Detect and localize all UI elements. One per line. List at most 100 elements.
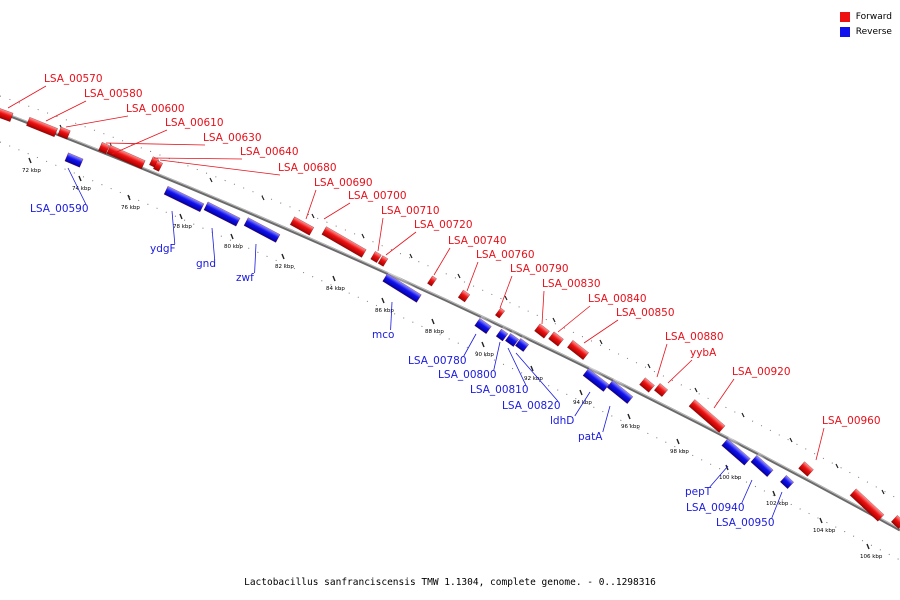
leader-line bbox=[211, 227, 215, 260]
leader-line bbox=[771, 491, 783, 519]
gene-label-lsa-00840: LSA_00840 bbox=[588, 293, 647, 305]
gene-lsa-00720 bbox=[377, 253, 390, 267]
leader-line bbox=[159, 159, 281, 176]
tick-label: 72 kbp bbox=[22, 168, 41, 174]
gene-label-lsa-00630: LSA_00630 bbox=[203, 132, 262, 144]
gene-label-lsa-00940: LSA_00940 bbox=[686, 502, 745, 514]
leader-line bbox=[433, 247, 451, 276]
minor-tick bbox=[789, 437, 793, 443]
tick-mark bbox=[332, 275, 336, 282]
tick-mark bbox=[179, 213, 183, 220]
minor-tick bbox=[209, 177, 213, 183]
gene-lsa-00880 bbox=[639, 375, 657, 393]
leader-line bbox=[171, 210, 176, 245]
tick-mark bbox=[481, 341, 485, 348]
gene-lsa-00800 bbox=[495, 326, 510, 342]
minor-tick bbox=[504, 295, 508, 301]
leader-line bbox=[667, 359, 693, 384]
gene-label-lsa-00580: LSA_00580 bbox=[84, 88, 143, 100]
gene-gnd bbox=[203, 199, 242, 227]
gene-forward-unlabeled bbox=[849, 486, 887, 522]
tick-mark bbox=[431, 318, 435, 325]
gene-label-lsa-00950: LSA_00950 bbox=[716, 517, 775, 529]
leader-line bbox=[153, 157, 243, 160]
gene-lsa-00710 bbox=[370, 248, 383, 263]
tick-label: 76 kbp bbox=[121, 205, 140, 211]
tick-label: 86 kbp bbox=[375, 308, 394, 314]
gene-label-lsa-00600: LSA_00600 bbox=[126, 103, 185, 115]
gene-label-lsa-00720: LSA_00720 bbox=[414, 219, 473, 231]
gene-label-ydgf: ydgF bbox=[150, 243, 176, 255]
tick-label: 98 kbp bbox=[670, 449, 689, 455]
tick-mark bbox=[381, 297, 385, 304]
leader-line bbox=[499, 275, 513, 309]
gene-label-lsa-00830: LSA_00830 bbox=[542, 278, 601, 290]
leader-line bbox=[466, 261, 479, 292]
leader-line bbox=[602, 405, 611, 433]
leader-line bbox=[574, 391, 591, 417]
gene-lsa-00600 bbox=[57, 124, 72, 140]
gene-lsa-00610 bbox=[106, 142, 147, 170]
tick-mark bbox=[772, 490, 776, 497]
forward-swatch bbox=[839, 11, 850, 22]
legend-item-forward: Forward bbox=[839, 9, 892, 24]
leader-line bbox=[254, 243, 257, 274]
leader-line bbox=[7, 85, 47, 109]
legend-forward-label: Forward bbox=[855, 11, 892, 22]
gene-lsa-00920 bbox=[688, 397, 728, 433]
gene-label-lsa-00800: LSA_00800 bbox=[438, 369, 497, 381]
leader-line bbox=[557, 305, 591, 333]
leader-line bbox=[390, 301, 393, 331]
tick-label: 88 kbp bbox=[425, 329, 444, 335]
leader-line bbox=[713, 378, 735, 409]
gene-lsa-00820 bbox=[515, 336, 531, 352]
minor-tick bbox=[261, 195, 265, 201]
tick-label: 74 kbp bbox=[72, 186, 91, 192]
tick-mark bbox=[230, 233, 234, 240]
minor-tick bbox=[881, 489, 885, 495]
gene-lsa-00840 bbox=[548, 329, 566, 347]
tick-mark bbox=[819, 517, 823, 524]
gene-label-lsa-00880: LSA_00880 bbox=[665, 331, 724, 343]
tick-label: 92 kbp bbox=[524, 376, 543, 382]
gene-label-gnd: gnd bbox=[196, 258, 216, 270]
gene-lsa-00810 bbox=[505, 330, 521, 347]
minor-tick bbox=[647, 363, 651, 369]
gene-label-lsa-00700: LSA_00700 bbox=[348, 190, 407, 202]
gene-label-lsa-00790: LSA_00790 bbox=[510, 263, 569, 275]
leader-line bbox=[656, 343, 668, 378]
tick-mark bbox=[281, 253, 285, 260]
tick-label: 78 kbp bbox=[173, 224, 192, 230]
leader-line bbox=[741, 479, 753, 504]
gene-label-ldhd: ldhD bbox=[550, 415, 574, 427]
gene-pata bbox=[606, 377, 635, 404]
leader-line bbox=[323, 202, 351, 220]
tick-mark bbox=[676, 438, 680, 445]
gene-lsa-00740 bbox=[427, 273, 439, 287]
gene-label-lsa-00680: LSA_00680 bbox=[278, 162, 337, 174]
gene-label-lsa-00740: LSA_00740 bbox=[448, 235, 507, 247]
gene-pept bbox=[721, 436, 753, 466]
tick-label: 80 kbp bbox=[224, 244, 243, 250]
gene-lsa-00690 bbox=[289, 214, 316, 236]
minor-tick bbox=[835, 463, 839, 469]
leader-line bbox=[515, 352, 559, 402]
minor-tick bbox=[409, 253, 413, 259]
tick-label: 104 kbp bbox=[813, 528, 836, 534]
legend-reverse-label: Reverse bbox=[855, 26, 892, 37]
gene-lsa-00680 bbox=[153, 157, 164, 172]
gene-label-lsa-00810: LSA_00810 bbox=[470, 384, 529, 396]
legend-item-reverse: Reverse bbox=[839, 24, 892, 39]
gene-label-lsa-00820: LSA_00820 bbox=[502, 400, 561, 412]
gene-label-lsa-00590: LSA_00590 bbox=[30, 203, 89, 215]
tick-label: 96 kbp bbox=[621, 424, 640, 430]
tick-label: 84 kbp bbox=[326, 286, 345, 292]
minor-tick bbox=[741, 412, 745, 418]
minor-tick bbox=[311, 213, 315, 219]
tick-mark bbox=[127, 194, 131, 201]
gene-label-lsa-00710: LSA_00710 bbox=[381, 205, 440, 217]
leader-line bbox=[385, 231, 417, 256]
gene-ldhd bbox=[582, 366, 611, 392]
gene-label-pept: pepT bbox=[685, 486, 712, 498]
tick-mark bbox=[78, 175, 82, 182]
